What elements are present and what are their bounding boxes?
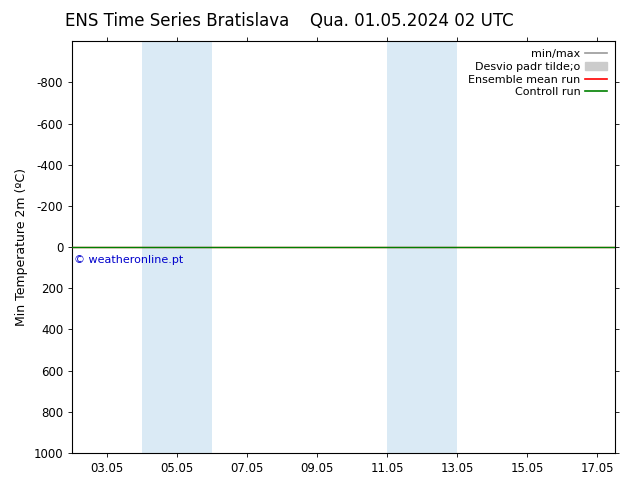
Legend: min/max, Desvio padr tilde;o, Ensemble mean run, Controll run: min/max, Desvio padr tilde;o, Ensemble m… bbox=[466, 47, 609, 99]
Bar bbox=[387, 41, 457, 453]
Y-axis label: Min Temperature 2m (ºC): Min Temperature 2m (ºC) bbox=[15, 168, 28, 326]
Text: Qua. 01.05.2024 02 UTC: Qua. 01.05.2024 02 UTC bbox=[310, 12, 514, 30]
Text: ENS Time Series Bratislava: ENS Time Series Bratislava bbox=[65, 12, 290, 30]
Text: © weatheronline.pt: © weatheronline.pt bbox=[74, 255, 183, 265]
Bar bbox=[142, 41, 212, 453]
